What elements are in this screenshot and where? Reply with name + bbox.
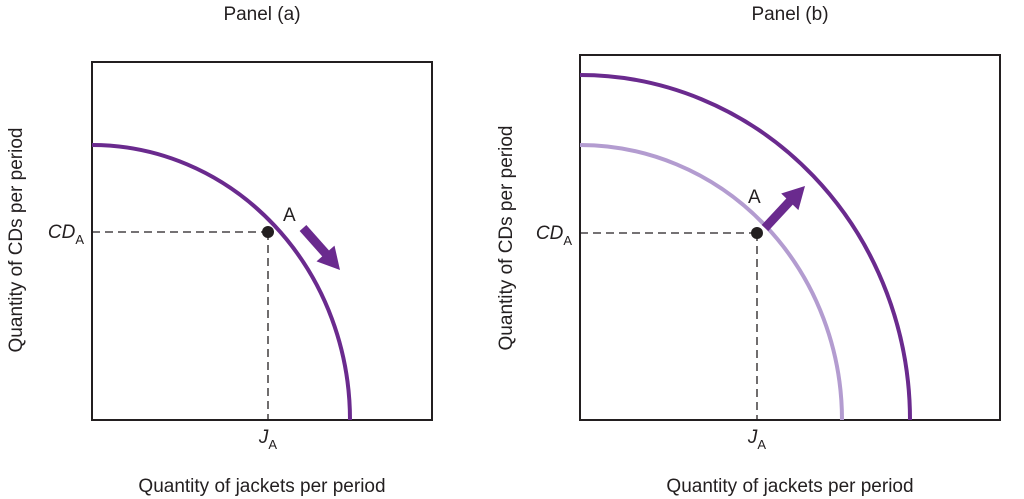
x-marker-sub: A	[268, 437, 277, 452]
original-ppc-curve	[579, 143, 844, 421]
x-marker: JA	[258, 427, 278, 452]
point	[751, 227, 763, 239]
y-axis-label: Quantity of CDs per period	[496, 126, 517, 351]
point-label: A	[283, 205, 296, 226]
x-marker: JA	[747, 427, 767, 452]
x-marker-main: J	[747, 427, 758, 448]
y-marker-sub: A	[563, 233, 572, 248]
y-marker-main: CD	[48, 222, 76, 243]
x-marker-sub: A	[757, 437, 766, 452]
x-marker-main: J	[258, 427, 269, 448]
arrow-shaft	[299, 225, 331, 258]
y-marker-sub: A	[75, 232, 84, 247]
y-marker: CDA	[48, 222, 84, 247]
y-marker-main: CD	[536, 223, 564, 244]
panel-a: Panel (a) A CDA JA Quantity of jackets p…	[6, 4, 433, 497]
point-label: A	[748, 187, 761, 208]
panel-title: Panel (b)	[751, 4, 828, 25]
x-axis-label: Quantity of jackets per period	[138, 476, 385, 497]
ppc-curve	[91, 143, 352, 421]
arrow-shaft	[761, 196, 795, 232]
panel-title: Panel (a)	[223, 4, 300, 25]
y-marker: CDA	[536, 223, 572, 248]
y-axis-label: Quantity of CDs per period	[6, 128, 27, 353]
shifted-ppc-curve	[579, 73, 912, 421]
plot-frame	[579, 54, 1001, 421]
point	[262, 226, 274, 238]
arrow-head	[316, 245, 340, 270]
arrow-head	[781, 186, 805, 211]
panel-b: Panel (b) A CDA JA Quantity of jackets p…	[496, 4, 1001, 497]
x-axis-label: Quantity of jackets per period	[666, 476, 913, 497]
plot-frame	[91, 61, 433, 421]
